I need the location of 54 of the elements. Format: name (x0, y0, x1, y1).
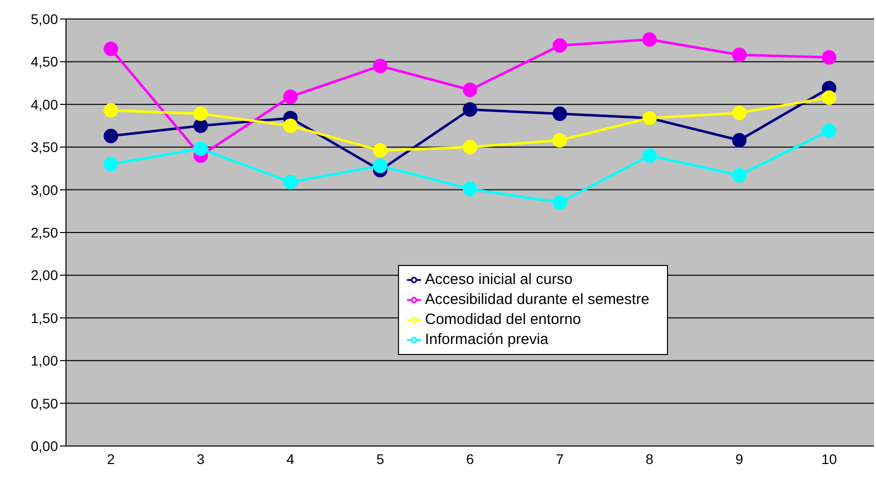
point (372, 158, 388, 174)
point (732, 168, 747, 183)
point (283, 89, 298, 104)
x-tick-label: 7 (556, 450, 564, 467)
x-tick-label: 4 (286, 450, 295, 467)
point (104, 103, 118, 118)
point (822, 124, 836, 138)
point (372, 58, 388, 74)
y-tick-label: 2,00 (30, 267, 58, 284)
y-tick-label: 4,50 (30, 54, 58, 70)
point (822, 50, 836, 65)
point (104, 42, 118, 56)
y-tick-label: 1,00 (30, 352, 58, 369)
x-tick-label: 9 (735, 450, 744, 467)
y-tick-label: 1,50 (30, 310, 58, 326)
point (552, 133, 568, 148)
legend-label: Información previa (425, 331, 548, 348)
legend-label: Accesibilidad durante el semestre (425, 291, 650, 308)
y-tick-label: 3,50 (30, 139, 58, 156)
point (732, 133, 747, 148)
point (193, 118, 208, 133)
point (462, 140, 478, 154)
point (462, 82, 478, 98)
point (732, 106, 747, 120)
point (372, 143, 388, 158)
point (104, 128, 118, 144)
y-tick-label: 3,00 (30, 182, 58, 198)
legend-label: Acceso inicial al curso (425, 271, 573, 288)
y-tick-label: 4,00 (30, 96, 58, 112)
point (193, 106, 208, 122)
y-tick-label: 2,50 (30, 224, 58, 240)
y-tick-label: 0,50 (30, 395, 58, 412)
point (193, 142, 208, 156)
point (462, 102, 478, 117)
point (104, 156, 118, 172)
point (552, 195, 568, 210)
x-tick-label: 5 (376, 450, 384, 467)
x-tick-label: 6 (466, 450, 474, 467)
legend-label: Comodidad del entorno (425, 311, 581, 328)
point (552, 38, 568, 53)
x-tick-label: 8 (646, 450, 654, 467)
point (642, 32, 657, 47)
y-tick-label: 0,00 (30, 438, 58, 454)
point (283, 118, 298, 133)
x-tick-label: 3 (196, 450, 205, 467)
point (642, 148, 657, 163)
point (283, 174, 298, 190)
point (462, 182, 478, 196)
point (552, 106, 568, 122)
y-tick-label: 5,00 (30, 10, 58, 27)
x-tick-label: 10 (821, 450, 838, 467)
point (822, 90, 836, 105)
point (732, 48, 747, 62)
x-tick-label: 2 (106, 450, 115, 467)
